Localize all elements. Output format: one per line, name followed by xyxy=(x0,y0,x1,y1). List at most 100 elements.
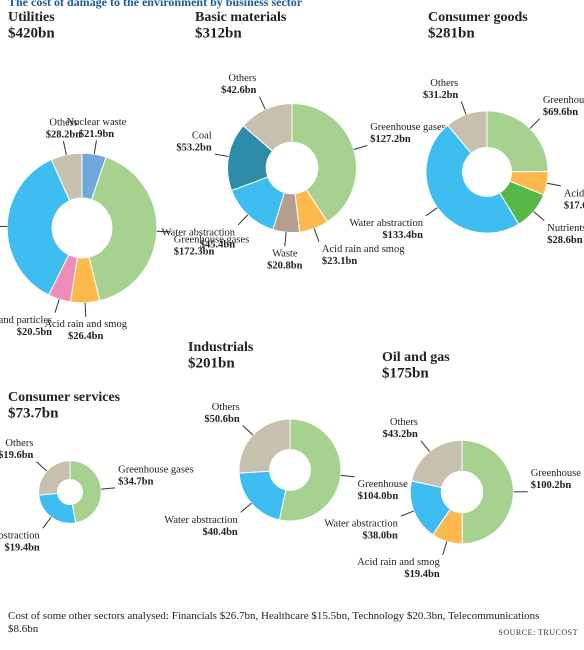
slice-label: Acid rain and smog xyxy=(322,244,405,255)
chart-title: Utilities xyxy=(8,10,55,25)
page-title: The cost of damage to the environment by… xyxy=(8,0,303,9)
leader-line xyxy=(425,207,438,217)
slice-label: Acid rain and smog xyxy=(357,557,440,568)
slice xyxy=(38,460,71,496)
leader-line xyxy=(420,440,431,452)
slice-value: $38.0bn xyxy=(363,531,398,542)
slice-label: Others xyxy=(228,73,256,84)
slice-value: $26.4bn xyxy=(68,331,103,342)
slice xyxy=(69,460,102,524)
slice-label: Water abstraction xyxy=(324,519,398,530)
slice-value: $34.7bn xyxy=(118,476,153,487)
slice-label: Others xyxy=(430,78,458,89)
chart-title: Basic materials xyxy=(195,10,287,25)
slice-value: $21.9bn xyxy=(79,129,114,140)
slice-value: $23.1bn xyxy=(322,256,357,267)
slice-label: Water abstraction xyxy=(164,515,238,526)
leader-line xyxy=(242,425,254,436)
leader-line xyxy=(237,214,249,226)
leader-line xyxy=(156,230,171,233)
slice-value: $42.6bn xyxy=(221,85,256,96)
leader-line xyxy=(546,182,561,187)
charts: Utilities$420bn Nuclear waste$21.9bn Green… xyxy=(0,10,584,580)
slice-value: $31.2bn xyxy=(423,90,458,101)
leader-line xyxy=(400,510,415,517)
slice-value: $127.2bn xyxy=(370,134,411,145)
slice-label: Acid rain and smog xyxy=(44,319,127,330)
slice-label: Waste xyxy=(272,249,298,260)
slice xyxy=(278,418,342,522)
leader-line xyxy=(36,461,48,472)
footnote: Cost of some other sectors analysed: Fin… xyxy=(8,610,540,635)
leader-line xyxy=(529,118,541,129)
leader-line xyxy=(353,144,368,150)
slice-value: $28.6bn xyxy=(547,235,582,246)
slice-label: Others xyxy=(212,402,240,413)
chart-total: $281bn xyxy=(428,25,475,41)
slice xyxy=(446,110,488,154)
slice-label: Dust and particles xyxy=(0,315,52,326)
slice-value: $19.6bn xyxy=(0,450,34,461)
leader-line xyxy=(214,153,229,158)
slice xyxy=(50,152,83,202)
leader-line xyxy=(533,211,545,221)
chart-title: Industrials xyxy=(188,340,254,355)
slice xyxy=(461,439,514,545)
slice-value: $40.4bn xyxy=(202,527,237,538)
slice-label: Water abstraction xyxy=(0,531,41,542)
slice-label: Water abstraction xyxy=(349,218,423,229)
slice-value: $133.4bn xyxy=(382,230,423,241)
leader-line xyxy=(284,232,287,247)
slice-value: $19.4bn xyxy=(4,543,39,554)
leader-line xyxy=(313,228,320,242)
slice-value: $17.6bn xyxy=(564,200,584,211)
slice-value: $28.2bn xyxy=(46,130,81,141)
slice-value: $69.6bn xyxy=(543,107,578,118)
leader-line xyxy=(62,141,67,155)
slice xyxy=(6,159,71,296)
leader-line xyxy=(54,299,60,313)
leader-line xyxy=(258,96,266,110)
slice-value: $43.2bn xyxy=(383,429,418,440)
slice xyxy=(38,492,77,524)
chart-total: $73.7bn xyxy=(8,405,59,421)
leader-line xyxy=(84,302,87,317)
leader-line xyxy=(460,101,467,115)
slice-value: $50.6bn xyxy=(204,414,239,425)
slice-label: Greenhouse gases xyxy=(174,234,250,245)
slice-label: Water abstraction xyxy=(162,227,236,238)
slice-value: $20.5bn xyxy=(17,327,52,338)
slice-label: Nuclear waste xyxy=(67,117,127,128)
slice xyxy=(242,102,293,152)
chart-title: Oil and gas xyxy=(382,350,450,365)
slice-label: Greenhouse gases xyxy=(358,479,434,490)
slice-label: Others xyxy=(390,417,418,428)
chart-total: $420bn xyxy=(8,25,55,41)
slice-label: Nutrients and organic pollutants xyxy=(547,223,584,234)
slice xyxy=(410,439,463,489)
slice-label: Acid rain and smog xyxy=(564,188,584,199)
slice xyxy=(88,156,158,302)
slice-value: $45.4bn xyxy=(200,239,235,250)
slice-label: Others xyxy=(49,118,77,129)
slice-value: $20.8bn xyxy=(267,261,302,272)
chart-total: $175bn xyxy=(382,365,429,381)
slice-label: Greenhouse gases xyxy=(531,468,584,479)
chart-total: $312bn xyxy=(195,25,242,41)
slice-value: $19.4bn xyxy=(404,569,439,580)
slice xyxy=(238,470,287,521)
leader-line xyxy=(93,140,97,155)
slice-label: Greenhouse gases xyxy=(118,464,194,475)
slice-value: $104.0bn xyxy=(358,491,399,502)
slice-label: Coal xyxy=(192,130,212,141)
slice-label: Greenhouse gases xyxy=(370,122,446,133)
slice xyxy=(238,418,291,474)
slice xyxy=(486,110,549,173)
chart-title: Consumer goods xyxy=(428,10,528,25)
slice-label: Greenhouse gases xyxy=(543,95,584,106)
leader-line xyxy=(42,516,52,529)
source: SOURCE: TRUCOST xyxy=(498,628,578,637)
slice xyxy=(425,124,520,234)
leader-line xyxy=(101,487,116,490)
